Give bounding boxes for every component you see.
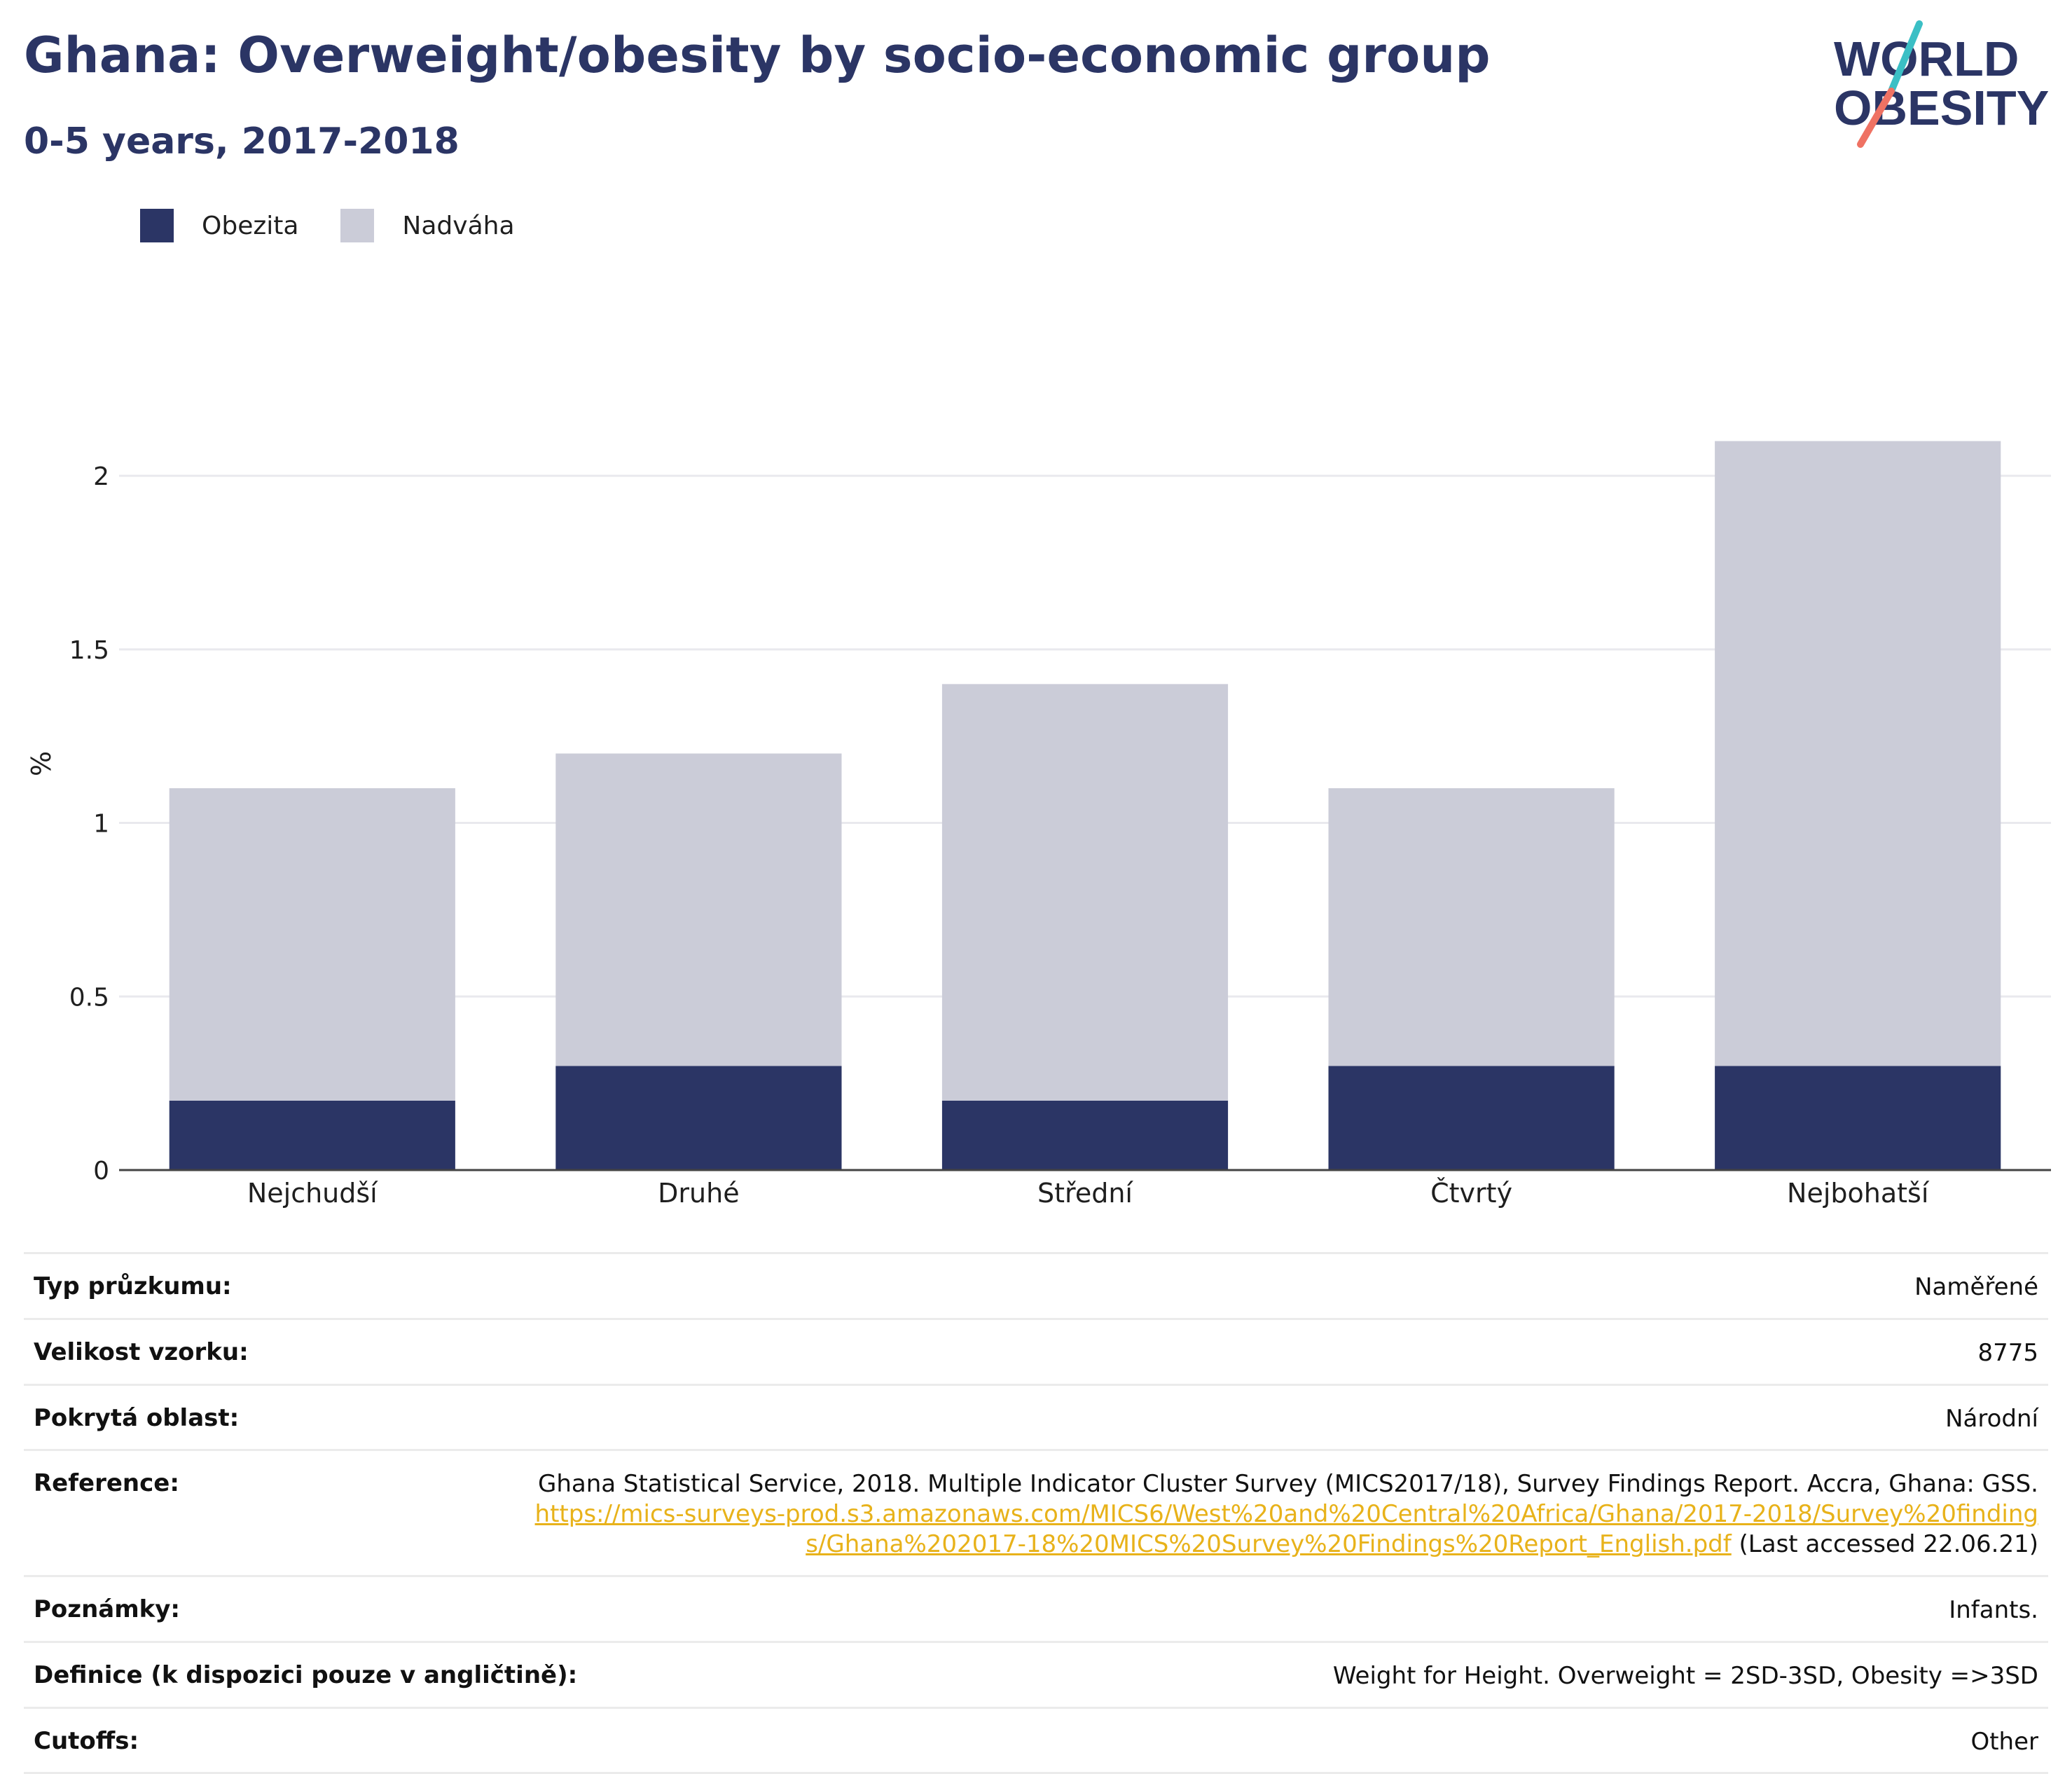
legend-swatch-overweight xyxy=(340,209,375,242)
legend-label-obesity: Obezita xyxy=(202,211,299,240)
bar-overweight[interactable] xyxy=(1715,441,2001,1066)
x-tick-label: Čtvrtý xyxy=(1430,1178,1512,1209)
meta-value: Other xyxy=(1970,1727,2038,1756)
reference-link[interactable]: https://mics-surveys-prod.s3.amazonaws.c… xyxy=(534,1500,2038,1559)
stacked-bar-chart: 00.511.52 Nejchudší Druhé Střední Čtvrtý Nej… xyxy=(26,441,2051,1209)
meta-label: Reference: xyxy=(34,1469,179,1498)
meta-label: Poznámky: xyxy=(34,1595,181,1623)
legend-label-overweight: Nadváha xyxy=(402,211,515,240)
meta-label: Velikost vzorku: xyxy=(34,1338,249,1366)
reference-value: Ghana Statistical Service, 2018. Multipl… xyxy=(532,1469,2038,1559)
bar-group[interactable] xyxy=(169,788,455,1170)
meta-value: Infants. xyxy=(1949,1595,2038,1624)
y-tick-label: 0.5 xyxy=(69,983,109,1012)
meta-row-definition: Definice (k dispozici pouze v angličtině… xyxy=(24,1640,2048,1707)
meta-row-survey-type: Typ průzkumu: Naměřené xyxy=(24,1252,2048,1318)
bar-obesity[interactable] xyxy=(169,1100,455,1170)
legend-swatch-obesity xyxy=(140,209,174,242)
meta-row-area: Pokrytá oblast: Národní xyxy=(24,1383,2048,1450)
bar-obesity[interactable] xyxy=(1715,1066,2001,1170)
x-tick-label: Nejchudší xyxy=(247,1178,378,1209)
y-tick-label: 2 xyxy=(93,462,109,491)
reference-text: Ghana Statistical Service, 2018. Multipl… xyxy=(537,1470,2038,1499)
logo-coral-stroke xyxy=(1857,88,1895,148)
bar-group[interactable] xyxy=(555,753,842,1170)
chart-legend: Obezita Nadváha xyxy=(140,209,557,242)
y-tick-label: 1 xyxy=(93,810,109,839)
bar-overweight[interactable] xyxy=(941,684,1229,1101)
meta-label: Cutoffs: xyxy=(34,1726,139,1755)
y-axis-label: % xyxy=(26,751,57,776)
bar-overweight[interactable] xyxy=(1328,788,1615,1066)
meta-label: Pokrytá oblast: xyxy=(34,1403,240,1432)
y-tick-label: 1.5 xyxy=(69,636,109,665)
x-tick-label: Druhé xyxy=(658,1178,739,1209)
legend-item-overweight[interactable]: Nadváha xyxy=(340,209,515,242)
meta-row-reference: Reference: Ghana Statistical Service, 20… xyxy=(24,1449,2048,1574)
chart-subtitle: 0-5 years, 2017-2018 xyxy=(24,121,460,163)
logo-word-world: WORLD xyxy=(1834,32,2019,86)
meta-row-cutoffs: Cutoffs: Other xyxy=(24,1706,2048,1774)
x-tick-label: Nejbohatší xyxy=(1787,1178,1930,1209)
legend-item-obesity[interactable]: Obezita xyxy=(140,209,298,242)
bar-group[interactable] xyxy=(941,684,1229,1170)
meta-value: Národní xyxy=(1945,1404,2038,1433)
meta-value: Weight for Height. Overweight = 2SD-3SD,… xyxy=(1332,1661,2038,1690)
reference-accessed: (Last accessed 22.06.21) xyxy=(1739,1530,2038,1559)
bar-overweight[interactable] xyxy=(169,788,455,1101)
x-tick-label: Střední xyxy=(1037,1178,1133,1209)
meta-label: Typ průzkumu: xyxy=(34,1272,232,1300)
bar-overweight[interactable] xyxy=(555,753,842,1066)
y-tick-label: 0 xyxy=(93,1157,109,1185)
bar-groups xyxy=(169,441,2001,1170)
meta-row-notes: Poznámky: Infants. xyxy=(24,1574,2048,1641)
survey-metadata-table: Typ průzkumu: Naměřené Velikost vzorku: … xyxy=(24,1252,2048,1774)
meta-value: 8775 xyxy=(1977,1338,2038,1367)
world-obesity-logo: WORLD OBESITY xyxy=(1834,20,2049,148)
bar-obesity[interactable] xyxy=(941,1100,1229,1170)
bar-group[interactable] xyxy=(1328,788,1615,1170)
meta-value: Naměřené xyxy=(1914,1273,2038,1301)
chart-title: Ghana: Overweight/obesity by socio-econo… xyxy=(24,27,1491,84)
bar-group[interactable] xyxy=(1715,441,2001,1170)
y-axis: 0 0.5 1 1.5 2 xyxy=(69,462,109,1185)
meta-row-sample-size: Velikost vzorku: 8775 xyxy=(24,1317,2048,1384)
x-axis: Nejchudší Druhé Střední Čtvrtý Nejbohatší xyxy=(119,1169,2051,1209)
bar-obesity[interactable] xyxy=(555,1066,842,1170)
logo-word-obesity: OBESITY xyxy=(1834,81,2049,135)
meta-label: Definice (k dispozici pouze v angličtině… xyxy=(34,1660,578,1689)
logo-teal-stroke xyxy=(1888,20,1923,95)
bar-obesity[interactable] xyxy=(1328,1066,1615,1170)
